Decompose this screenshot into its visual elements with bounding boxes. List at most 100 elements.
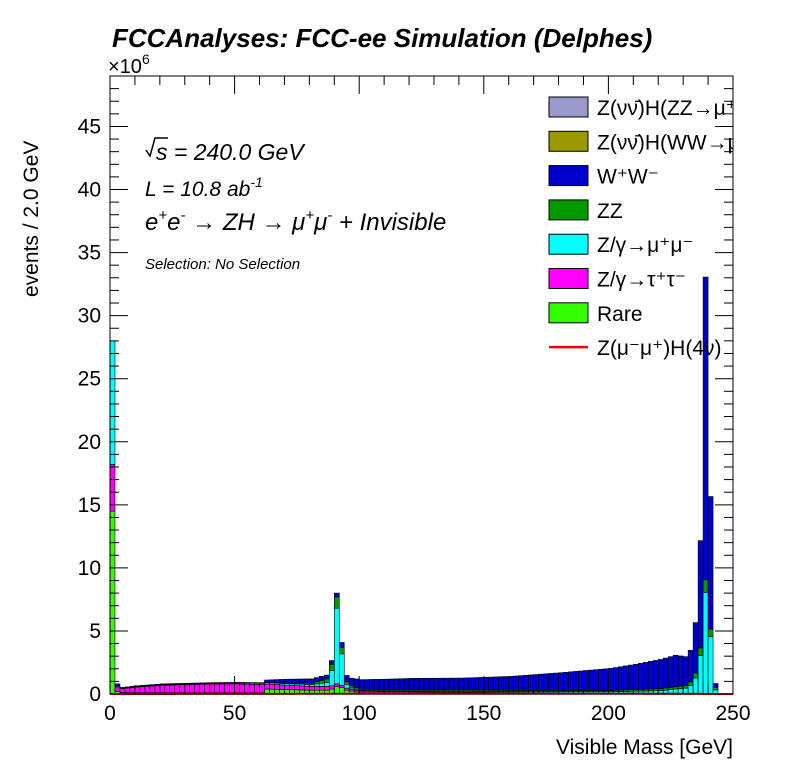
process-mu2: μ [313,209,327,236]
bar-zmumu-bin-114 [677,688,684,694]
x-tick-label: 250 [715,702,750,725]
bar-ztautau-bin-19 [204,683,210,694]
bar-ww-bin-42 [319,676,325,681]
chart-title: FCCAnalyses: FCC-ee Simulation (Delphes) [112,23,652,53]
bar-ztautau-bin-11 [164,684,171,694]
bar-ww-bin-74 [478,677,485,691]
bar-ww-bin-72 [468,677,475,691]
bar-ztautau-bin-21 [214,683,220,694]
process-text: e+e- → ZH → μ+μ- + Invisible [145,207,446,236]
legend-label: Rare [597,303,643,326]
bar-ztautau-bin-20 [209,683,215,694]
bar-ww-bin-11 [164,683,171,685]
bar-zmumu-bin-46 [338,653,345,686]
bar-ww-bin-39 [304,678,310,684]
bar-ww-bin-2 [119,687,126,689]
luminosity-exponent: -1 [250,174,262,190]
bar-ww-bin-47 [343,675,350,683]
bar-zz-bin-121 [712,687,719,691]
bar-zz-bin-114 [677,685,684,689]
bar-zz-bin-109 [652,688,659,692]
selection-text: Selection: No Selection [145,256,300,273]
bar-ww-bin-62 [418,678,425,691]
bar-zz-bin-46 [338,647,345,655]
legend-label: Z(νν̄)H(WW→μ⁺νμ⁻ν) [597,131,796,154]
bar-ztautau-bin-30 [259,684,265,694]
bar-ww-bin-70 [458,677,465,691]
bar-ww-bin-73 [473,677,480,691]
bar-ww-bin-91 [563,671,569,691]
bar-zz-bin-118 [697,647,704,656]
bar-ww-bin-76 [488,676,495,691]
bar-ww-bin-25 [234,682,240,684]
bar-ww-bin-107 [642,662,649,690]
bar-ww-bin-13 [174,683,181,685]
bar-ztautau-bin-25 [234,683,240,694]
bar-ztautau-bin-36 [289,685,295,691]
y-tick-label: 15 [78,494,101,517]
legend-swatch [548,302,589,324]
y-axis: 0 5 10 15 20 25 30 35 40 45 [78,75,733,706]
bar-ww-bin-50 [358,679,365,690]
bar-ww-bin-117 [692,622,699,674]
bar-zmumu-bin-41 [314,683,320,687]
bar-ww-bin-37 [294,678,300,684]
bar-ww-bin-27 [244,682,250,684]
legend-entry-zmumu: Z/γ→μ⁺μ⁻ [548,233,694,257]
bar-zmumu-bin-116 [687,685,694,694]
bar-ww-bin-103 [623,665,629,691]
bar-zmumu-bin-112 [667,689,674,694]
bar-ww-bin-9 [154,683,161,686]
bar-ww-bin-89 [553,672,559,691]
legend-swatch [548,165,589,187]
bar-ztautau-bin-14 [179,684,186,694]
bar-ww-bin-114 [677,655,684,687]
y-multiplier: ×106 [108,51,150,78]
bar-rare-bin-0 [109,510,116,695]
bar-ww-bin-16 [189,682,196,685]
bar-ww-bin-1 [114,683,121,687]
bar-zmumu-bin-108 [647,690,654,694]
bar-zmumu-bin-47 [343,684,350,689]
bar-ztautau-bin-28 [249,683,255,694]
bar-zmumu-bin-110 [657,690,664,694]
bar-ww-bin-67 [443,677,450,691]
bar-ww-bin-71 [463,677,470,691]
bar-ztautau-bin-44 [328,685,335,690]
bar-ww-bin-106 [637,663,644,690]
bar-ww-bin-87 [543,673,549,691]
y-tick-label: 0 [89,683,101,706]
bar-ww-bin-120 [707,496,714,630]
bar-ztautau-bin-32 [269,683,275,690]
bar-ztautau-bin-6 [139,686,146,694]
bar-zz-bin-112 [667,687,674,690]
bar-ww-bin-28 [249,682,255,684]
legend-label: ZZ [597,200,623,223]
bar-ztautau-bin-40 [309,686,315,691]
bar-ww-bin-22 [219,682,225,684]
process-e-plus: + [158,207,167,224]
process-mu-minus: - [327,207,332,224]
bar-ww-bin-32 [269,679,275,683]
y-tick-label: 45 [78,115,101,138]
bar-ztautau-bin-13 [174,684,181,694]
sqrt-s-annotation: s = 240.0 GeV [145,137,306,165]
bar-ww-bin-59 [403,678,410,691]
y-axis-label: events / 2.0 GeV [20,141,43,297]
bar-ztautau-bin-31 [264,683,270,690]
bar-ww-bin-21 [214,682,220,684]
bar-ww-bin-98 [598,668,604,691]
bar-ww-bin-111 [662,657,669,689]
bar-ztautau-bin-45 [333,683,340,687]
legend-swatch [548,199,589,221]
bar-ww-bin-6 [139,685,146,687]
bar-ww-bin-33 [274,679,280,684]
bar-ztautau-bin-1 [114,687,121,692]
sqrt-symbol [145,137,168,158]
bar-ww-bin-109 [652,660,659,690]
process-e1: e [145,209,158,236]
bar-ww-bin-64 [428,677,435,691]
sqrt-s-variable: s [156,139,168,165]
bar-ww-bin-40 [309,678,315,684]
bar-ww-bin-57 [393,678,400,690]
